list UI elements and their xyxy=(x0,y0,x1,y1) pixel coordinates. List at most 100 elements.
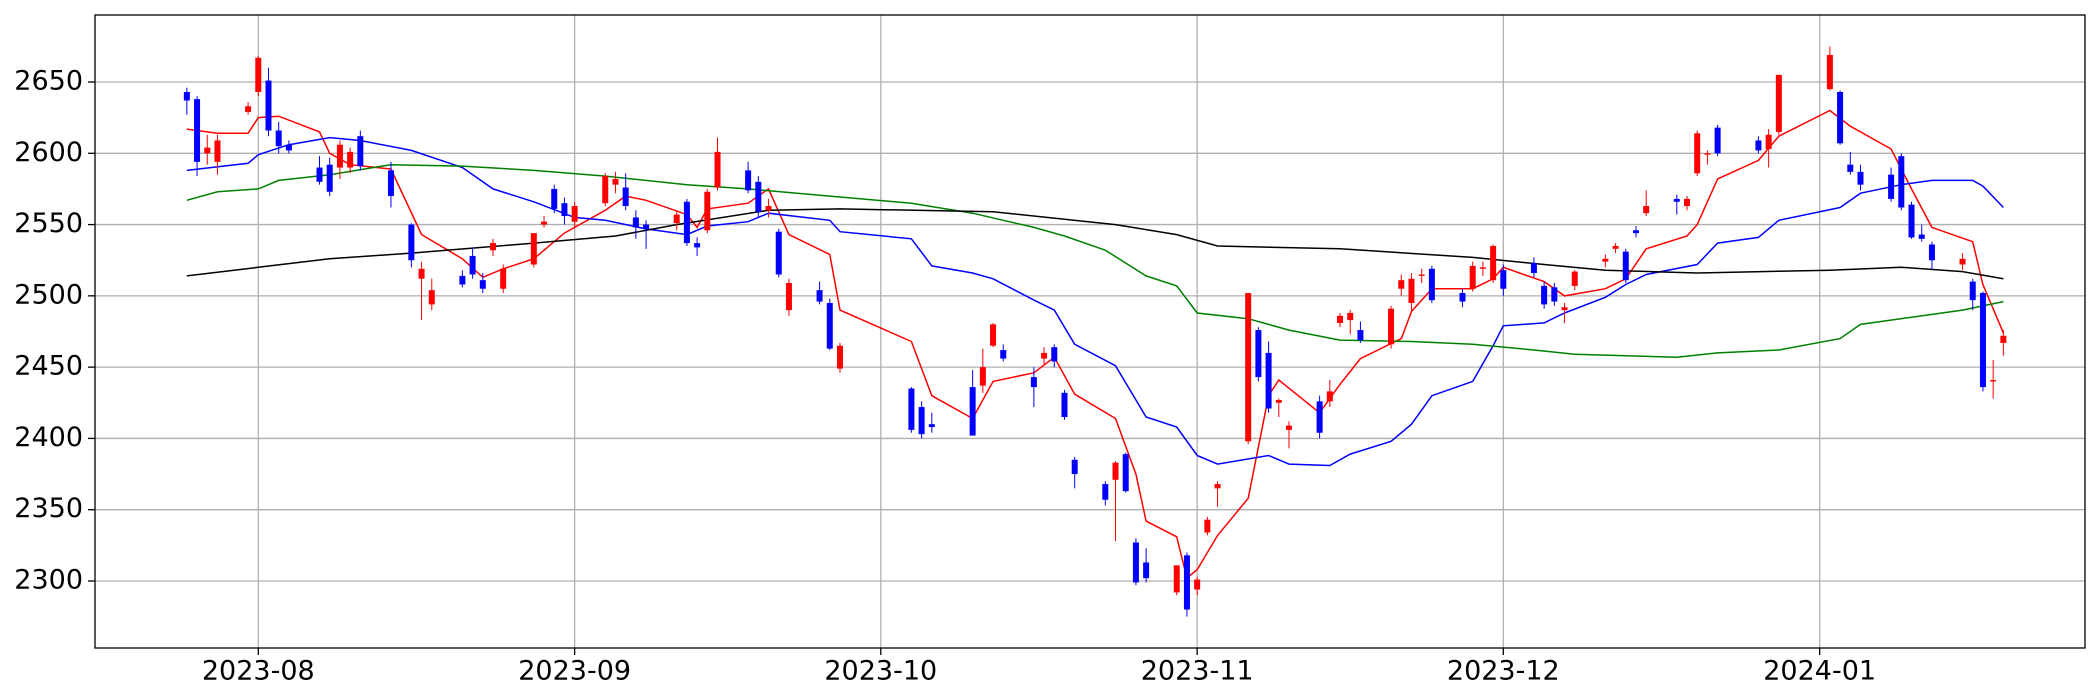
candle-body xyxy=(765,206,772,211)
candle-body xyxy=(1490,245,1497,281)
candle-body xyxy=(1337,315,1344,323)
candle-body xyxy=(1061,392,1068,418)
candle-body xyxy=(1408,278,1415,303)
candle-body xyxy=(408,224,415,261)
moving-average-line xyxy=(186,109,2005,580)
candle-body xyxy=(1979,293,1986,388)
candle-body xyxy=(1326,391,1333,402)
candle-body xyxy=(1632,230,1639,234)
candle-body xyxy=(1479,267,1486,269)
candle-body xyxy=(1347,312,1354,321)
y-tick-label: 2550 xyxy=(14,208,83,239)
candle-body xyxy=(1775,74,1782,132)
candle-body xyxy=(1571,271,1578,286)
candle-body xyxy=(1530,263,1537,274)
candle-body xyxy=(1071,459,1078,475)
candle-body xyxy=(1051,347,1058,362)
candle-body xyxy=(1265,352,1272,409)
candle-body xyxy=(755,181,762,212)
candle-body xyxy=(1418,274,1425,276)
moving-averages xyxy=(186,109,2005,580)
candle-body xyxy=(1857,171,1864,185)
candle-body xyxy=(1398,280,1405,289)
candle-body xyxy=(683,201,690,244)
candle-body xyxy=(1826,54,1833,90)
x-tick-label: 2023-09 xyxy=(518,656,631,687)
candles xyxy=(183,46,2007,617)
candle-body xyxy=(551,188,558,209)
candle-body xyxy=(1030,377,1037,388)
candle-body xyxy=(1316,401,1323,433)
candle-body xyxy=(1357,330,1364,341)
candle-body xyxy=(1286,425,1292,430)
candle-body xyxy=(990,324,997,346)
candle-body xyxy=(1255,330,1262,378)
candle-body xyxy=(1908,204,1915,238)
candle-body xyxy=(428,290,435,305)
candle-body xyxy=(1888,174,1895,199)
candle-body xyxy=(1898,156,1905,208)
candle-body xyxy=(1459,293,1466,302)
candle-body xyxy=(357,136,364,167)
candle-body xyxy=(775,231,782,275)
y-tick-label: 2600 xyxy=(14,137,83,168)
candle-body xyxy=(285,144,292,151)
candle-body xyxy=(2000,335,2007,343)
candle-body xyxy=(336,144,343,168)
candle-body xyxy=(1765,134,1772,150)
y-tick-label: 2300 xyxy=(14,564,83,595)
candle-body xyxy=(643,224,650,229)
candle-body xyxy=(479,280,486,289)
moving-average-line xyxy=(186,136,2004,467)
candle-body xyxy=(1388,308,1395,345)
candle-body xyxy=(1132,542,1139,583)
candle-body xyxy=(1214,484,1221,489)
candle-body xyxy=(1204,519,1211,533)
candle-body xyxy=(326,164,333,192)
candle-body xyxy=(704,191,711,231)
candle-body xyxy=(275,130,282,147)
candle-body xyxy=(1969,281,1976,301)
candle-body xyxy=(785,283,792,311)
candle-body xyxy=(245,106,252,112)
candle-body xyxy=(204,147,211,154)
candle-body xyxy=(1173,565,1180,593)
candle-body xyxy=(316,167,323,182)
candle-body xyxy=(459,275,466,285)
candle-body xyxy=(632,217,639,228)
candle-body xyxy=(561,203,568,217)
candle-body xyxy=(1755,140,1762,151)
candle-body xyxy=(1122,454,1129,492)
x-tick-label: 2023-11 xyxy=(1141,656,1254,687)
candle-body xyxy=(1500,270,1507,289)
candle-body xyxy=(908,388,915,430)
candle-body xyxy=(1428,268,1435,301)
candle-body xyxy=(1694,133,1701,174)
candle-body xyxy=(214,140,221,162)
candle-body xyxy=(1622,251,1629,281)
candle-body xyxy=(469,255,476,275)
candle-body xyxy=(490,243,496,251)
candle-body xyxy=(694,243,701,248)
candle-body xyxy=(1102,484,1109,500)
candle-body xyxy=(826,302,833,349)
candle-body xyxy=(1541,285,1548,305)
y-tick-label: 2500 xyxy=(14,279,83,310)
candle-body xyxy=(1837,91,1844,144)
x-tick-label: 2023-10 xyxy=(824,656,937,687)
candle-body xyxy=(673,214,680,224)
candle-body xyxy=(1602,258,1609,262)
plot-frame xyxy=(94,14,2086,649)
y-tick-label: 2450 xyxy=(14,351,83,382)
candle-body xyxy=(1684,198,1690,207)
candle-body xyxy=(347,151,354,168)
candle-body xyxy=(918,407,925,435)
candle-body xyxy=(194,99,201,162)
y-tick-label: 2350 xyxy=(14,493,83,524)
candle-body xyxy=(1561,307,1568,311)
x-tick-label: 2023-08 xyxy=(202,656,315,687)
candle-body xyxy=(387,170,394,197)
candle-body xyxy=(1928,244,1935,261)
